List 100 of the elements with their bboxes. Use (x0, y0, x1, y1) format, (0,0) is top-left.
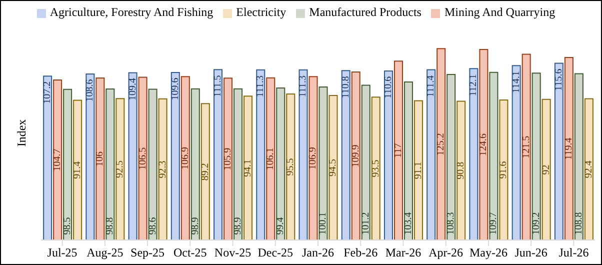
x-tick-label: Jan-26 (302, 246, 334, 260)
bar (446, 74, 456, 240)
data-label: 111.5 (212, 75, 224, 97)
bar (341, 70, 350, 240)
data-label: 111.3 (255, 75, 266, 98)
data-label: 114.1 (510, 71, 522, 94)
bar (128, 72, 138, 240)
bar (256, 69, 266, 240)
bar (200, 103, 210, 240)
data-label: 92.3 (157, 160, 168, 178)
data-label: 91.1 (412, 162, 424, 180)
data-label: 92 (540, 164, 552, 175)
bar (286, 94, 296, 240)
bar (328, 95, 338, 240)
bar (106, 88, 115, 240)
data-label: 109.7 (488, 212, 500, 235)
data-label: 94.1 (242, 159, 254, 177)
data-label: 124.6 (478, 134, 490, 156)
bar (414, 100, 423, 240)
bar (73, 100, 82, 240)
data-label: 101.2 (360, 212, 372, 235)
data-label: 106.1 (265, 148, 276, 170)
data-label: 90.8 (456, 162, 467, 180)
bar (554, 62, 564, 240)
data-label: 94.5 (328, 159, 339, 177)
data-label: 121.5 (520, 136, 532, 158)
data-label: 91.6 (498, 161, 510, 179)
data-label: 117 (392, 143, 404, 158)
data-label: 91.4 (72, 161, 84, 179)
bar (158, 98, 168, 240)
data-label: 98.6 (147, 217, 158, 235)
bar (404, 81, 413, 240)
bar (148, 88, 158, 240)
x-tick-label: Mar-26 (385, 246, 422, 260)
bar (234, 88, 243, 240)
bar (214, 69, 223, 240)
bar (542, 98, 551, 240)
data-label: 111.4 (426, 75, 437, 98)
x-tick-label: May-26 (469, 246, 508, 260)
legend-label: Manufactured Products (309, 5, 422, 19)
bar (96, 77, 105, 240)
data-label: 106.9 (308, 147, 319, 170)
bar (489, 72, 498, 240)
bar (564, 56, 574, 240)
bar (224, 78, 233, 240)
x-tick-label: Dec-25 (258, 246, 294, 260)
data-label: 109.6 (170, 78, 181, 100)
data-label: 107.2 (42, 81, 54, 104)
data-label: 112.1 (468, 74, 480, 96)
x-tick-label: Jul-26 (558, 246, 589, 260)
bar (436, 48, 446, 240)
legend-label: Electricity (236, 5, 286, 19)
data-label: 98.5 (62, 217, 74, 235)
bar (371, 96, 380, 240)
bar (532, 72, 541, 240)
bar (499, 99, 508, 240)
data-label: 95.5 (285, 158, 296, 176)
bar (53, 79, 62, 240)
x-tick-label: Jun-26 (514, 246, 548, 260)
data-label: 111.3 (298, 75, 309, 98)
bar (426, 69, 436, 240)
x-tick-label: Apr-26 (428, 246, 464, 260)
bar (351, 72, 360, 240)
data-label: 106.9 (180, 147, 191, 170)
x-tick-label: Jul-25 (47, 246, 78, 260)
data-label: 115.6 (553, 68, 564, 91)
bar (394, 60, 403, 240)
data-label: 104.7 (52, 148, 64, 172)
data-label: 100.1 (318, 212, 329, 235)
data-label: 109.9 (350, 144, 362, 168)
data-label: 110.6 (382, 76, 394, 99)
data-label: 92.5 (114, 160, 126, 178)
data-label: 105.9 (222, 148, 234, 170)
bar (318, 86, 328, 240)
bar (361, 84, 370, 240)
x-tick-label: Oct-25 (173, 246, 207, 260)
bar (308, 76, 318, 240)
bar (116, 98, 125, 240)
data-label: 108.3 (446, 212, 457, 235)
data-label: 98.9 (232, 217, 244, 235)
bar (574, 73, 584, 240)
bar (276, 88, 286, 240)
bar (298, 69, 308, 240)
bar (469, 68, 478, 240)
bar (584, 98, 594, 240)
bar (244, 96, 253, 240)
data-label: 125.2 (436, 133, 447, 156)
data-label: 109.2 (530, 212, 542, 235)
y-axis-title: Index (14, 119, 28, 147)
data-label: 108.6 (84, 79, 96, 102)
x-tick-label: Nov-25 (214, 246, 252, 260)
data-label: 98.9 (190, 217, 201, 235)
data-label: 106 (94, 151, 106, 166)
x-tick-label: Feb-26 (344, 246, 378, 260)
legend-label: Agriculture, Forestry And Fishing (50, 5, 214, 19)
bar (43, 76, 52, 240)
data-label: 108.8 (573, 212, 584, 235)
bar (479, 49, 488, 240)
data-label: 99.4 (275, 217, 286, 235)
bar (512, 65, 521, 240)
